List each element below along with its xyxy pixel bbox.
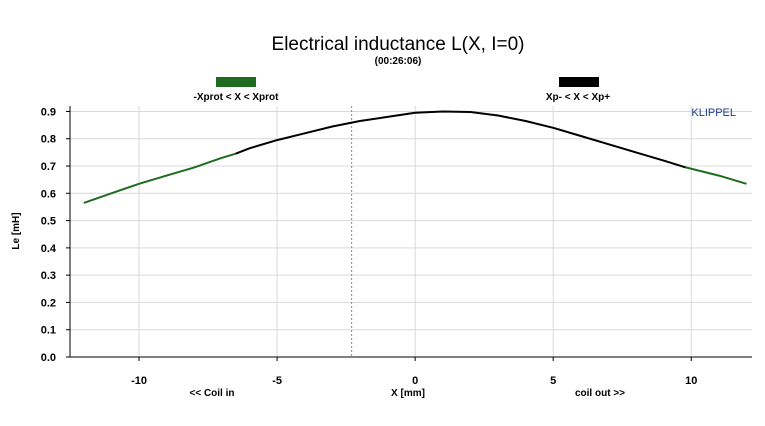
y-tick-label: 0.4 (41, 243, 57, 255)
legend-label-protected: -Xprot < X < Xprot (193, 92, 279, 103)
brand-label: KLIPPEL (691, 107, 736, 119)
legend-swatch-protected (216, 77, 256, 87)
x-tick-label: -10 (131, 375, 147, 387)
y-tick-label: 0.3 (41, 270, 56, 282)
x-tick-label: -5 (272, 375, 282, 387)
y-tick-label: 0.0 (41, 352, 56, 364)
chart-subtitle: (00:26:06) (375, 56, 422, 67)
y-tick-label: 0.7 (41, 161, 56, 173)
series-line-2 (685, 166, 747, 185)
grid (70, 106, 752, 358)
y-tick-label: 0.6 (41, 188, 56, 200)
x-tick-labels: -10 -5 0 5 10 (131, 357, 697, 387)
x-axis-title: X [mm] (391, 388, 425, 399)
y-tick-label: 0.2 (41, 297, 56, 309)
y-tick-label: 0.8 (41, 134, 56, 146)
y-tick-label: 0.1 (41, 325, 56, 337)
series-line-0 (83, 152, 236, 204)
y-tick-label: 0.5 (41, 216, 56, 228)
x-note-coil-out: coil out >> (575, 388, 625, 399)
legend-swatch-working (559, 77, 599, 87)
y-tick-label: 0.9 (41, 106, 56, 118)
y-axis-title: Le [mH] (11, 212, 22, 249)
chart-title: Electrical inductance L(X, I=0) (272, 34, 525, 55)
series (83, 110, 747, 204)
x-tick-label: 0 (412, 375, 418, 387)
x-tick-label: 5 (550, 375, 556, 387)
x-tick-label: 10 (685, 375, 697, 387)
x-note-coil-in: << Coil in (189, 388, 234, 399)
y-tick-labels: 0.0 0.1 0.2 0.3 0.4 0.5 0.6 0.7 0.8 0.9 (41, 106, 70, 364)
series-line-1 (235, 110, 686, 169)
legend-label-working: Xp- < X < Xp+ (546, 92, 610, 103)
